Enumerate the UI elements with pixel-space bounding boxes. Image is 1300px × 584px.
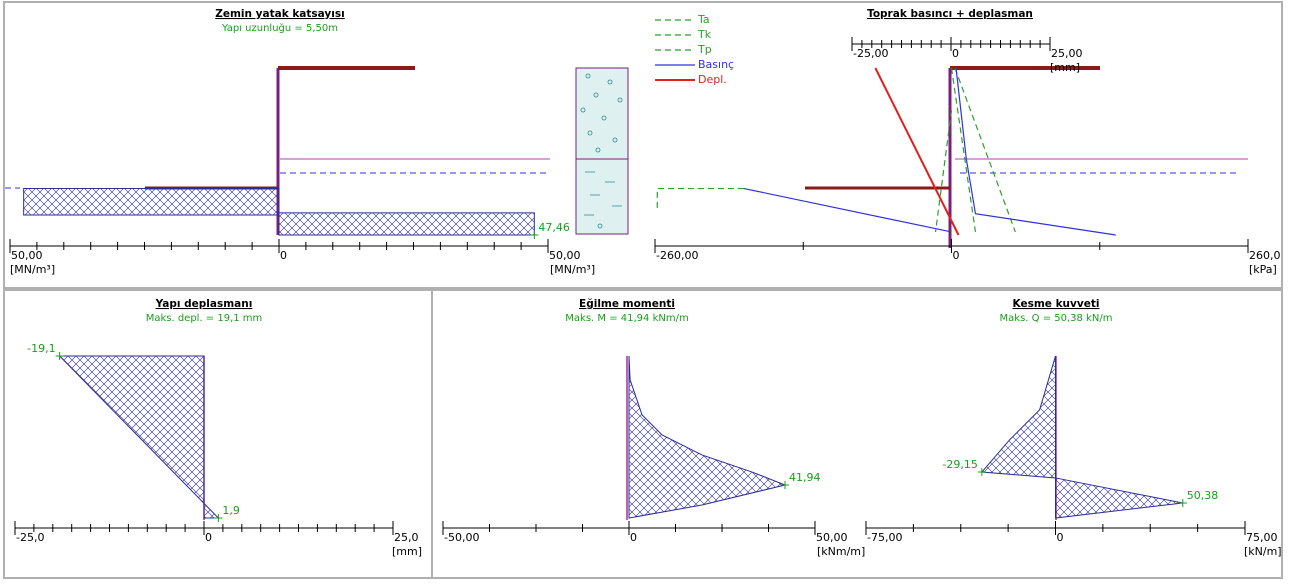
tick-label: -25,00 — [853, 47, 888, 60]
tick-label: 0 — [280, 249, 287, 262]
profile-area — [629, 356, 785, 518]
tick-label: 0 — [205, 531, 212, 544]
axis-unit: [kNm/m] — [817, 545, 865, 558]
tick-label: 50,00 — [549, 249, 581, 262]
axis-unit: [mm] — [1050, 61, 1080, 74]
chart-title: Zemin yatak katsayısı — [215, 8, 344, 20]
tick-label: 75,00 — [1246, 531, 1278, 544]
chart-title: Yapı deplasmanı — [155, 298, 253, 310]
value-label: 47,46 — [538, 221, 570, 234]
axis-unit: [kPa] — [1249, 263, 1277, 276]
tick-label: 260,0 — [1249, 249, 1281, 262]
legend-label: Basınç — [698, 58, 734, 71]
tick-label: 25,00 — [1051, 47, 1083, 60]
legend-label: Tk — [697, 28, 712, 41]
series-line — [952, 68, 976, 232]
value-label: -29,15 — [942, 458, 977, 471]
chart-title: Toprak basıncı + deplasman — [867, 8, 1033, 20]
tick-label: -75,00 — [867, 531, 902, 544]
chart-title: Eğilme momenti — [579, 298, 675, 310]
chart-title: Kesme kuvveti — [1013, 298, 1100, 310]
tick-label: 0 — [1057, 531, 1064, 544]
axis-unit: [mm] — [392, 545, 422, 558]
axis-unit: [MN/m³] — [10, 263, 55, 276]
tick-label: 0 — [630, 531, 637, 544]
profile-area — [60, 356, 219, 518]
series-line — [744, 68, 1116, 235]
value-label: 1,9 — [222, 504, 240, 517]
tick-label: -260,00 — [656, 249, 698, 262]
profile-area — [982, 356, 1183, 518]
value-marker — [781, 481, 789, 489]
value-label: 50,38 — [1187, 489, 1219, 502]
screen: Zemin yatak katsayısı Yapı uzunluğu = 5,5… — [0, 0, 1300, 580]
tick-label: 0 — [953, 249, 960, 262]
legend-label: Ta — [697, 13, 710, 26]
tick-label: 50,00 — [11, 249, 43, 262]
value-label: 41,94 — [789, 471, 821, 484]
tick-label: -50,00 — [444, 531, 479, 544]
legend-label: Depl. — [698, 73, 727, 86]
chart-subtitle: Yapı uzunluğu = 5,50m — [221, 22, 338, 34]
legend-label: Tp — [697, 43, 712, 56]
tick-label: 0 — [952, 47, 959, 60]
value-marker — [1179, 499, 1187, 507]
axis-unit: [MN/m³] — [550, 263, 595, 276]
tick-label: 50,00 — [816, 531, 848, 544]
chart-subtitle: Maks. M = 41,94 kNm/m — [565, 313, 688, 324]
profile-area — [24, 189, 279, 215]
profile-area — [279, 213, 534, 235]
chart-subtitle: Maks. Q = 50,38 kN/m — [1000, 313, 1113, 324]
tick-label: 25,0 — [394, 531, 419, 544]
axis-unit: [kN/m] — [1244, 545, 1282, 558]
tick-label: -25,0 — [16, 531, 44, 544]
value-label: -19,1 — [27, 342, 55, 355]
chart-subtitle: Maks. depl. = 19,1 mm — [146, 313, 263, 324]
page: Zemin yatak katsayısı Yapı uzunluğu = 5,5… — [0, 0, 1300, 584]
